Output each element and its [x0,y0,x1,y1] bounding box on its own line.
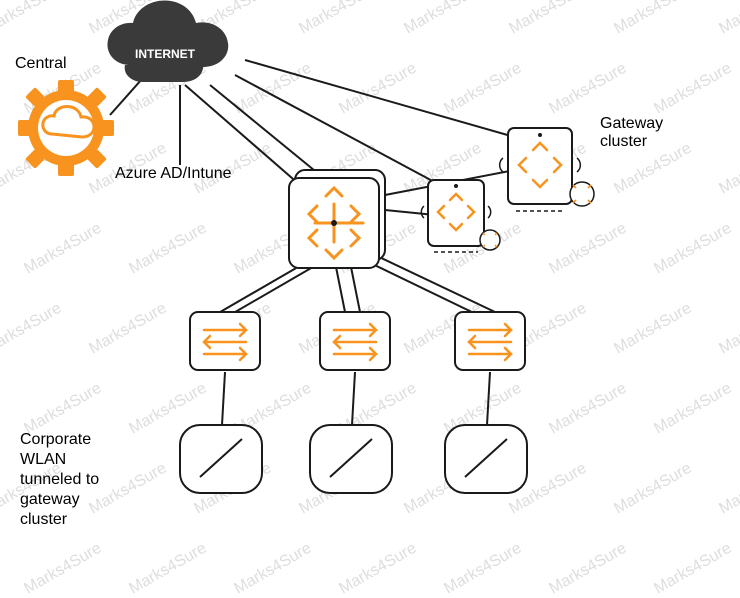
access-switches [190,312,525,370]
central-label: Central [15,55,67,73]
access-points [180,425,527,493]
core-switch-icon [289,170,385,268]
gateway-cluster-label: Gateway cluster [600,115,663,151]
central-gear [18,80,114,176]
gateway-device-1 [421,180,500,252]
corporate-wlan-label: Corporate WLAN tunneled to gateway clust… [20,430,99,530]
network-diagram: INTERNET [0,0,740,555]
internet-label: INTERNET [135,47,196,61]
gateway-device-2 [500,128,594,211]
internet-cloud: INTERNET [107,0,228,82]
azure-label: Azure AD/Intune [115,165,232,183]
